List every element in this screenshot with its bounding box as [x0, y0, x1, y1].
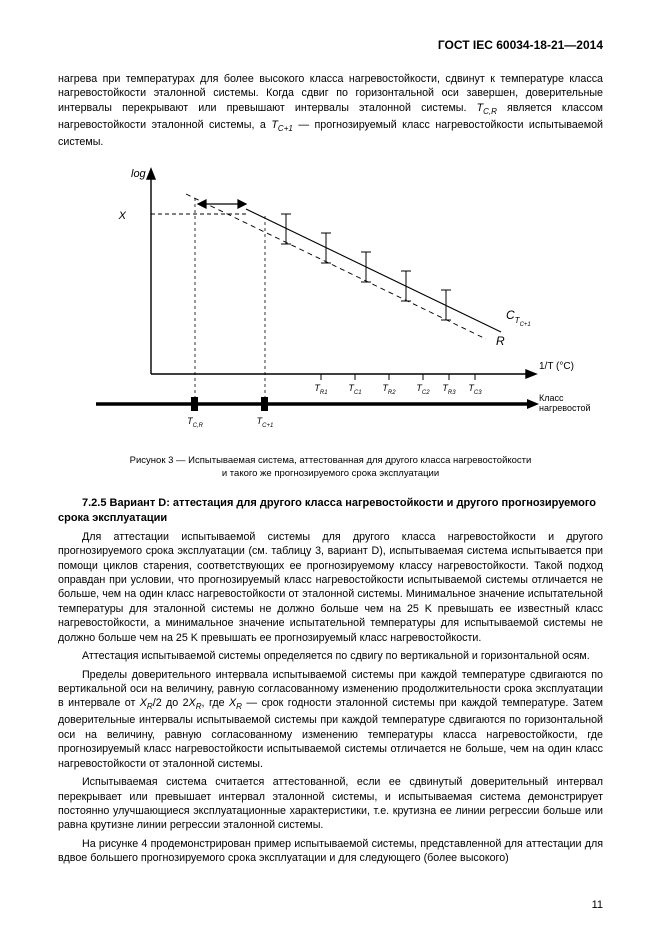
paragraph-1: Для аттестации испытываемой системы для …: [58, 530, 603, 646]
section-7-2-5-heading: 7.2.5 Вариант D: аттестация для другого …: [58, 496, 603, 526]
paragraph-3: Пределы доверительного интервала испытыв…: [58, 668, 603, 772]
y-axis-label: log t: [131, 168, 153, 180]
figure-3: log t X: [58, 159, 603, 449]
svg-text:TC+1: TC+1: [256, 416, 273, 429]
svg-text:CTC+1: CTC+1: [506, 308, 531, 328]
page-number: 11: [592, 899, 603, 911]
paragraph-2: Аттестация испытываемой системы определя…: [58, 649, 603, 663]
curve-r-label: R: [496, 334, 505, 348]
svg-text:TC2: TC2: [416, 383, 430, 396]
page: ГОСТ IEC 60034-18-21—2014 нагрева при те…: [0, 0, 661, 935]
svg-text:TR1: TR1: [314, 383, 327, 396]
svg-text:TC1: TC1: [348, 383, 361, 396]
paragraph-4: Испытываемая система считается аттестова…: [58, 775, 603, 833]
y-mark-x: X: [117, 210, 126, 222]
doc-header: ГОСТ IEC 60034-18-21—2014: [58, 38, 603, 52]
intro-paragraph: нагрева при температурах для более высок…: [58, 72, 603, 149]
chart-svg: log t X: [71, 159, 591, 449]
figure-caption: Рисунок 3 — Испытываемая система, аттест…: [58, 455, 603, 480]
svg-text:TC3: TC3: [468, 383, 482, 396]
svg-text:TC,R: TC,R: [187, 416, 204, 429]
x-axis-label: 1/T (°C): [539, 361, 574, 372]
class-label: Класс: [539, 393, 564, 403]
svg-text:TR2: TR2: [382, 383, 396, 396]
svg-text:TR3: TR3: [442, 383, 456, 396]
paragraph-5: На рисунке 4 продемонстрирован пример ис…: [58, 837, 603, 866]
class-label2: нагревостойкости: [539, 403, 591, 413]
